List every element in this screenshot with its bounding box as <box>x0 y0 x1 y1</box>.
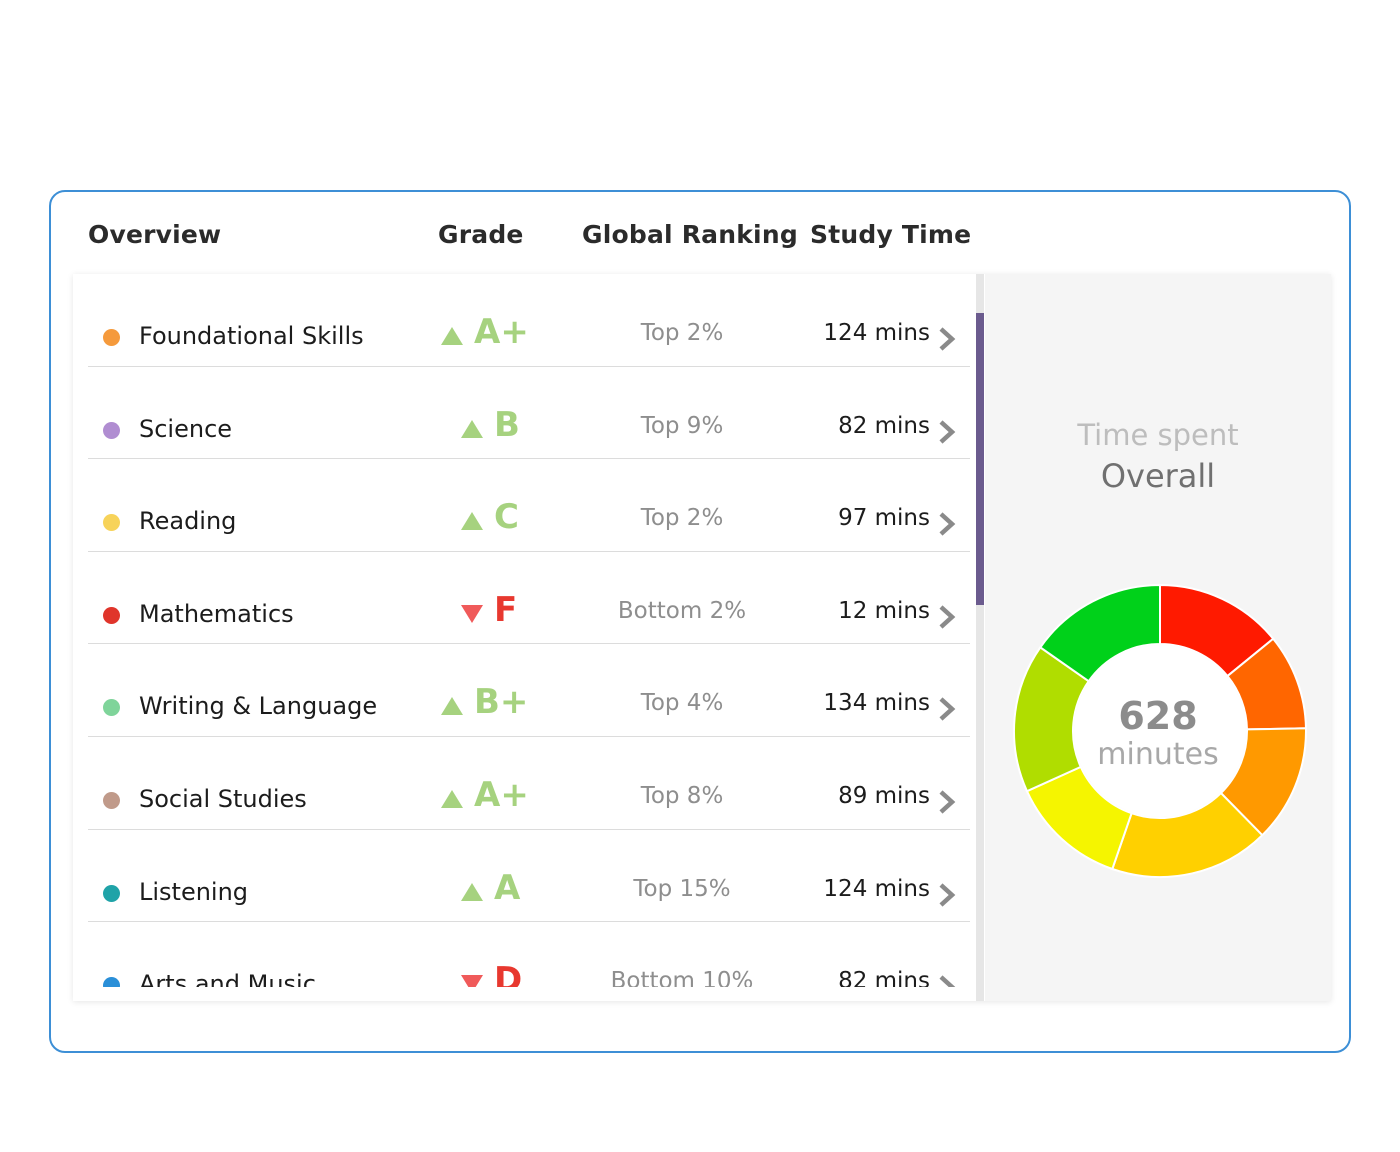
subject-name: Social Studies <box>139 785 307 813</box>
chevron-right-icon[interactable] <box>938 974 956 987</box>
study-time-value: 89 mins <box>838 783 930 809</box>
overview-panel: Foundational Skills A+ Top 2% 124 mins Scien… <box>73 274 1331 1001</box>
subject-row[interactable]: Writing & Language B+ Top 4% 134 mins <box>88 644 970 737</box>
subject-color-dot <box>103 792 120 809</box>
grade-cell: F <box>418 589 548 632</box>
grade-value: A+ <box>474 775 529 815</box>
grade-cell: D <box>418 960 548 987</box>
subject-color-dot <box>103 329 120 346</box>
grade-value: F <box>494 589 518 630</box>
subject-color-dot <box>103 514 120 532</box>
study-time-value: 124 mins <box>823 875 930 902</box>
triangle-up-icon <box>441 697 463 716</box>
grade-value: A+ <box>474 312 529 352</box>
subject-color-dot <box>103 884 120 902</box>
ranking-value: Top 4% <box>640 690 724 717</box>
triangle-up-icon <box>441 327 463 345</box>
triangle-down-icon <box>461 975 483 987</box>
chevron-right-icon[interactable] <box>938 604 956 630</box>
ranking-value: Bottom 10% <box>610 968 754 987</box>
scrollbar-thumb[interactable] <box>976 313 984 605</box>
grade-value: A <box>494 867 521 908</box>
study-time-value: 134 mins <box>823 690 930 717</box>
triangle-up-icon <box>461 419 483 438</box>
scrollbar-track[interactable] <box>976 274 984 1001</box>
subject-color-dot <box>103 977 120 987</box>
subject-row[interactable]: Arts and Music D Bottom 10% 82 mins <box>88 922 970 987</box>
chevron-right-icon[interactable] <box>938 511 956 537</box>
chevron-right-icon[interactable] <box>938 696 956 722</box>
total-minutes-unit: minutes <box>1097 737 1219 772</box>
grade-cell: C <box>418 497 548 539</box>
subject-row[interactable]: Foundational Skills A+ Top 2% 124 mins <box>88 274 970 367</box>
triangle-up-icon <box>441 790 463 808</box>
subject-row[interactable]: Science B Top 9% 82 mins <box>88 367 970 460</box>
header-grade: Grade <box>438 220 524 249</box>
subject-name: Writing & Language <box>139 692 378 721</box>
subject-color-dot <box>103 699 120 717</box>
chevron-right-icon[interactable] <box>938 326 956 352</box>
ranking-value: Top 15% <box>633 875 731 902</box>
time-spent-title: Overall <box>1100 457 1216 495</box>
study-time-value: 124 mins <box>823 320 930 346</box>
subject-name: Arts and Music <box>139 970 316 987</box>
time-spent-label: Time spent <box>1077 418 1239 452</box>
subject-row[interactable]: Listening A Top 15% 124 mins <box>88 830 970 923</box>
subject-color-dot <box>103 421 120 439</box>
subject-name: Mathematics <box>139 599 294 628</box>
ranking-value: Top 2% <box>640 320 724 346</box>
header-global-ranking: Global Ranking <box>582 220 798 249</box>
subject-row[interactable]: Social Studies A+ Top 8% 89 mins <box>88 737 970 830</box>
grade-cell: B <box>418 404 548 447</box>
time-donut-chart <box>1013 583 1307 878</box>
triangle-up-icon <box>461 882 483 901</box>
subject-row[interactable]: Mathematics F Bottom 2% 12 mins <box>88 552 970 645</box>
donut-segment <box>1038 583 1161 683</box>
grade-value: B+ <box>474 682 529 723</box>
grade-value: D <box>494 960 523 987</box>
grade-cell: A+ <box>418 775 548 817</box>
ranking-value: Top 2% <box>640 505 724 532</box>
header-study-time: Study Time <box>810 220 972 249</box>
subject-name: Science <box>139 414 233 443</box>
grade-cell: A <box>418 867 548 910</box>
chevron-right-icon[interactable] <box>938 882 956 908</box>
grade-value: C <box>494 497 519 538</box>
triangle-up-icon <box>461 512 483 531</box>
chevron-right-icon[interactable] <box>938 419 956 445</box>
grade-cell: A+ <box>418 312 548 354</box>
chevron-right-icon[interactable] <box>938 789 956 815</box>
header-overview: Overview <box>88 220 222 249</box>
total-minutes-value: 628 <box>1118 694 1198 738</box>
grade-cell: B+ <box>418 682 548 724</box>
column-headers: Overview Grade Global Ranking Study Time <box>51 192 1349 274</box>
subject-name: Foundational Skills <box>139 322 364 350</box>
grade-value: B <box>494 404 520 445</box>
subject-name: Reading <box>139 507 237 536</box>
subject-list[interactable]: Foundational Skills A+ Top 2% 124 mins Scien… <box>73 274 971 987</box>
ranking-value: Bottom 2% <box>617 597 747 624</box>
study-time-value: 12 mins <box>838 597 930 624</box>
donut-hole <box>1074 645 1246 817</box>
study-time-value: 82 mins <box>838 968 930 987</box>
subject-name: Listening <box>139 877 249 906</box>
overview-card: Overview Grade Global Ranking Study Time… <box>49 190 1351 1053</box>
ranking-value: Top 8% <box>640 783 724 809</box>
ranking-value: Top 9% <box>640 412 724 439</box>
study-time-value: 82 mins <box>838 412 930 439</box>
subject-row[interactable]: Reading C Top 2% 97 mins <box>88 459 970 552</box>
subject-color-dot <box>103 606 120 624</box>
triangle-down-icon <box>461 604 483 623</box>
study-time-value: 97 mins <box>838 505 930 532</box>
time-spent-panel: Time spent Overall 628 minutes <box>985 274 1331 1001</box>
